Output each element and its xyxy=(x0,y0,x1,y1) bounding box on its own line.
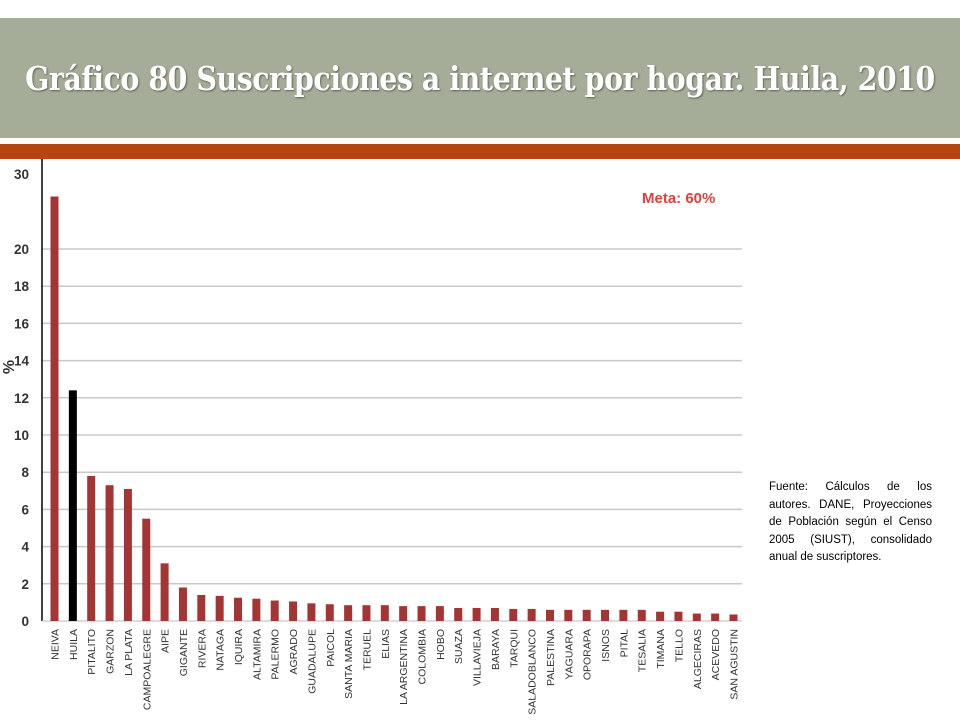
bar-yaguara xyxy=(564,609,573,621)
x-tick-label: SUAZA xyxy=(453,629,465,664)
meta-annotation: Meta: 60% xyxy=(642,190,715,207)
y-tick-label: 14 xyxy=(14,354,30,369)
x-tick-label: SAN AGUSTIN xyxy=(729,629,741,700)
bar-baraya xyxy=(490,607,499,621)
y-tick-label: 4 xyxy=(21,540,29,555)
y-tick-label: 12 xyxy=(14,391,29,406)
bar-neiva xyxy=(50,196,59,621)
bar-teruel xyxy=(362,605,371,621)
bar-nataga xyxy=(215,595,224,621)
x-tick-label: GARZON xyxy=(105,629,117,674)
x-tick-label: RIVERA xyxy=(196,629,208,668)
x-tick-label: TIMANA xyxy=(655,629,667,669)
x-tick-label: GIGANTE xyxy=(178,629,190,676)
bar-garzon xyxy=(105,485,114,621)
x-tick-label: TESALIA xyxy=(637,629,649,672)
y-tick-label: 0 xyxy=(21,614,29,629)
x-tick-label: HUILA xyxy=(68,629,80,660)
bar-acevedo xyxy=(711,613,720,621)
y-tick-label: 2 xyxy=(21,577,29,592)
y-tick-label: 10 xyxy=(14,428,29,443)
bar-elias xyxy=(380,605,389,621)
bar-rivera xyxy=(197,594,206,621)
x-tick-label: ALGECIRAS xyxy=(692,629,704,689)
bar-gigante xyxy=(178,587,187,621)
y-tick-label: 8 xyxy=(21,465,29,480)
page-title: Gráfico 80 Suscripciones a internet por … xyxy=(25,58,935,98)
x-tick-label: PALERMO xyxy=(270,629,282,680)
y-axis-label: % xyxy=(1,360,18,374)
bar-altamira xyxy=(252,598,261,621)
bar-la-argentina xyxy=(399,606,408,621)
x-tick-label: PALESTINA xyxy=(545,629,557,686)
bar-la-plata xyxy=(123,488,132,621)
bar-palermo xyxy=(270,600,279,621)
bar-villavieja xyxy=(472,607,481,621)
y-tick-label: 30 xyxy=(14,167,29,182)
x-tick-label: SANTA MARIA xyxy=(343,629,355,699)
bar-tello xyxy=(674,611,683,621)
y-tick-label: 20 xyxy=(14,242,29,257)
x-tick-label: HOBO xyxy=(435,629,447,660)
x-tick-label: LA PLATA xyxy=(123,629,135,676)
title-band: Gráfico 80 Suscripciones a internet por … xyxy=(0,18,960,138)
x-tick-label: TERUEL xyxy=(361,629,373,671)
bar-tarqui xyxy=(509,608,518,621)
x-tick-label: OPORAPA xyxy=(582,629,594,680)
x-tick-label: AGRADO xyxy=(288,629,300,675)
x-tick-label: NATAGA xyxy=(215,629,227,671)
bar-colombia xyxy=(417,606,426,621)
x-tick-label: VILLAVIEJA xyxy=(472,629,484,686)
x-tick-label: GUADALUPE xyxy=(306,629,318,694)
bar-hobo xyxy=(435,606,444,621)
source-note: Fuente: Cálculos de los autores. DANE, P… xyxy=(769,481,932,563)
accent-bar xyxy=(0,144,960,159)
bar-iquira xyxy=(234,597,243,621)
x-tick-label: TARQUI xyxy=(508,629,520,668)
bar-algeciras xyxy=(692,613,701,621)
x-tick-label: SALADOBLANCO xyxy=(527,629,539,715)
x-tick-label: TELLO xyxy=(673,629,685,662)
y-tick-label: 18 xyxy=(14,279,30,294)
x-tick-label: AIPE xyxy=(160,629,172,653)
bar-oporapa xyxy=(582,609,591,621)
y-tick-label: 16 xyxy=(14,316,30,331)
bar-aipe xyxy=(160,563,169,621)
x-tick-label: BARAYA xyxy=(490,629,502,670)
bar-huila xyxy=(68,390,77,621)
x-tick-label: CAMPOALEGRE xyxy=(141,629,153,710)
x-tick-label: IQUIRA xyxy=(233,629,245,665)
x-tick-label: ALTAMIRA xyxy=(251,629,263,680)
bar-tesalia xyxy=(637,609,646,621)
bar-santa-maria xyxy=(344,605,353,621)
x-tick-label: PAICOL xyxy=(325,629,337,667)
bar-agrado xyxy=(289,601,298,621)
x-tick-label: PITALITO xyxy=(86,629,98,675)
x-tick-label: COLOMBIA xyxy=(417,629,429,684)
bar-suaza xyxy=(454,607,463,621)
bar-saladoblanco xyxy=(527,608,536,621)
y-tick-label: 6 xyxy=(21,502,29,517)
bar-pital xyxy=(619,609,628,621)
x-tick-label: YAGUARA xyxy=(563,629,575,680)
x-tick-label: NEIVA xyxy=(50,629,62,660)
x-tick-label: PITAL xyxy=(618,629,630,658)
bar-timana xyxy=(656,611,665,621)
bar-pitalito xyxy=(87,475,96,621)
bar-isnos xyxy=(601,609,610,621)
x-tick-label: ACEVEDO xyxy=(710,629,722,680)
bar-paicol xyxy=(325,604,334,621)
bar-palestina xyxy=(545,609,554,621)
x-tick-label: ELIAS xyxy=(380,629,392,659)
bar-campoalegre xyxy=(142,518,151,621)
x-tick-label: ISNOS xyxy=(600,629,612,662)
bar-chart: 0 2 4 6 8 10 12 14 16 18 20 30% Meta: 60% NEIVA HUILA P… xyxy=(1,159,742,715)
x-tick-label: LA ARGENTINA xyxy=(398,629,410,705)
bar-san-agustin xyxy=(729,614,738,621)
bar-guadalupe xyxy=(307,603,316,621)
